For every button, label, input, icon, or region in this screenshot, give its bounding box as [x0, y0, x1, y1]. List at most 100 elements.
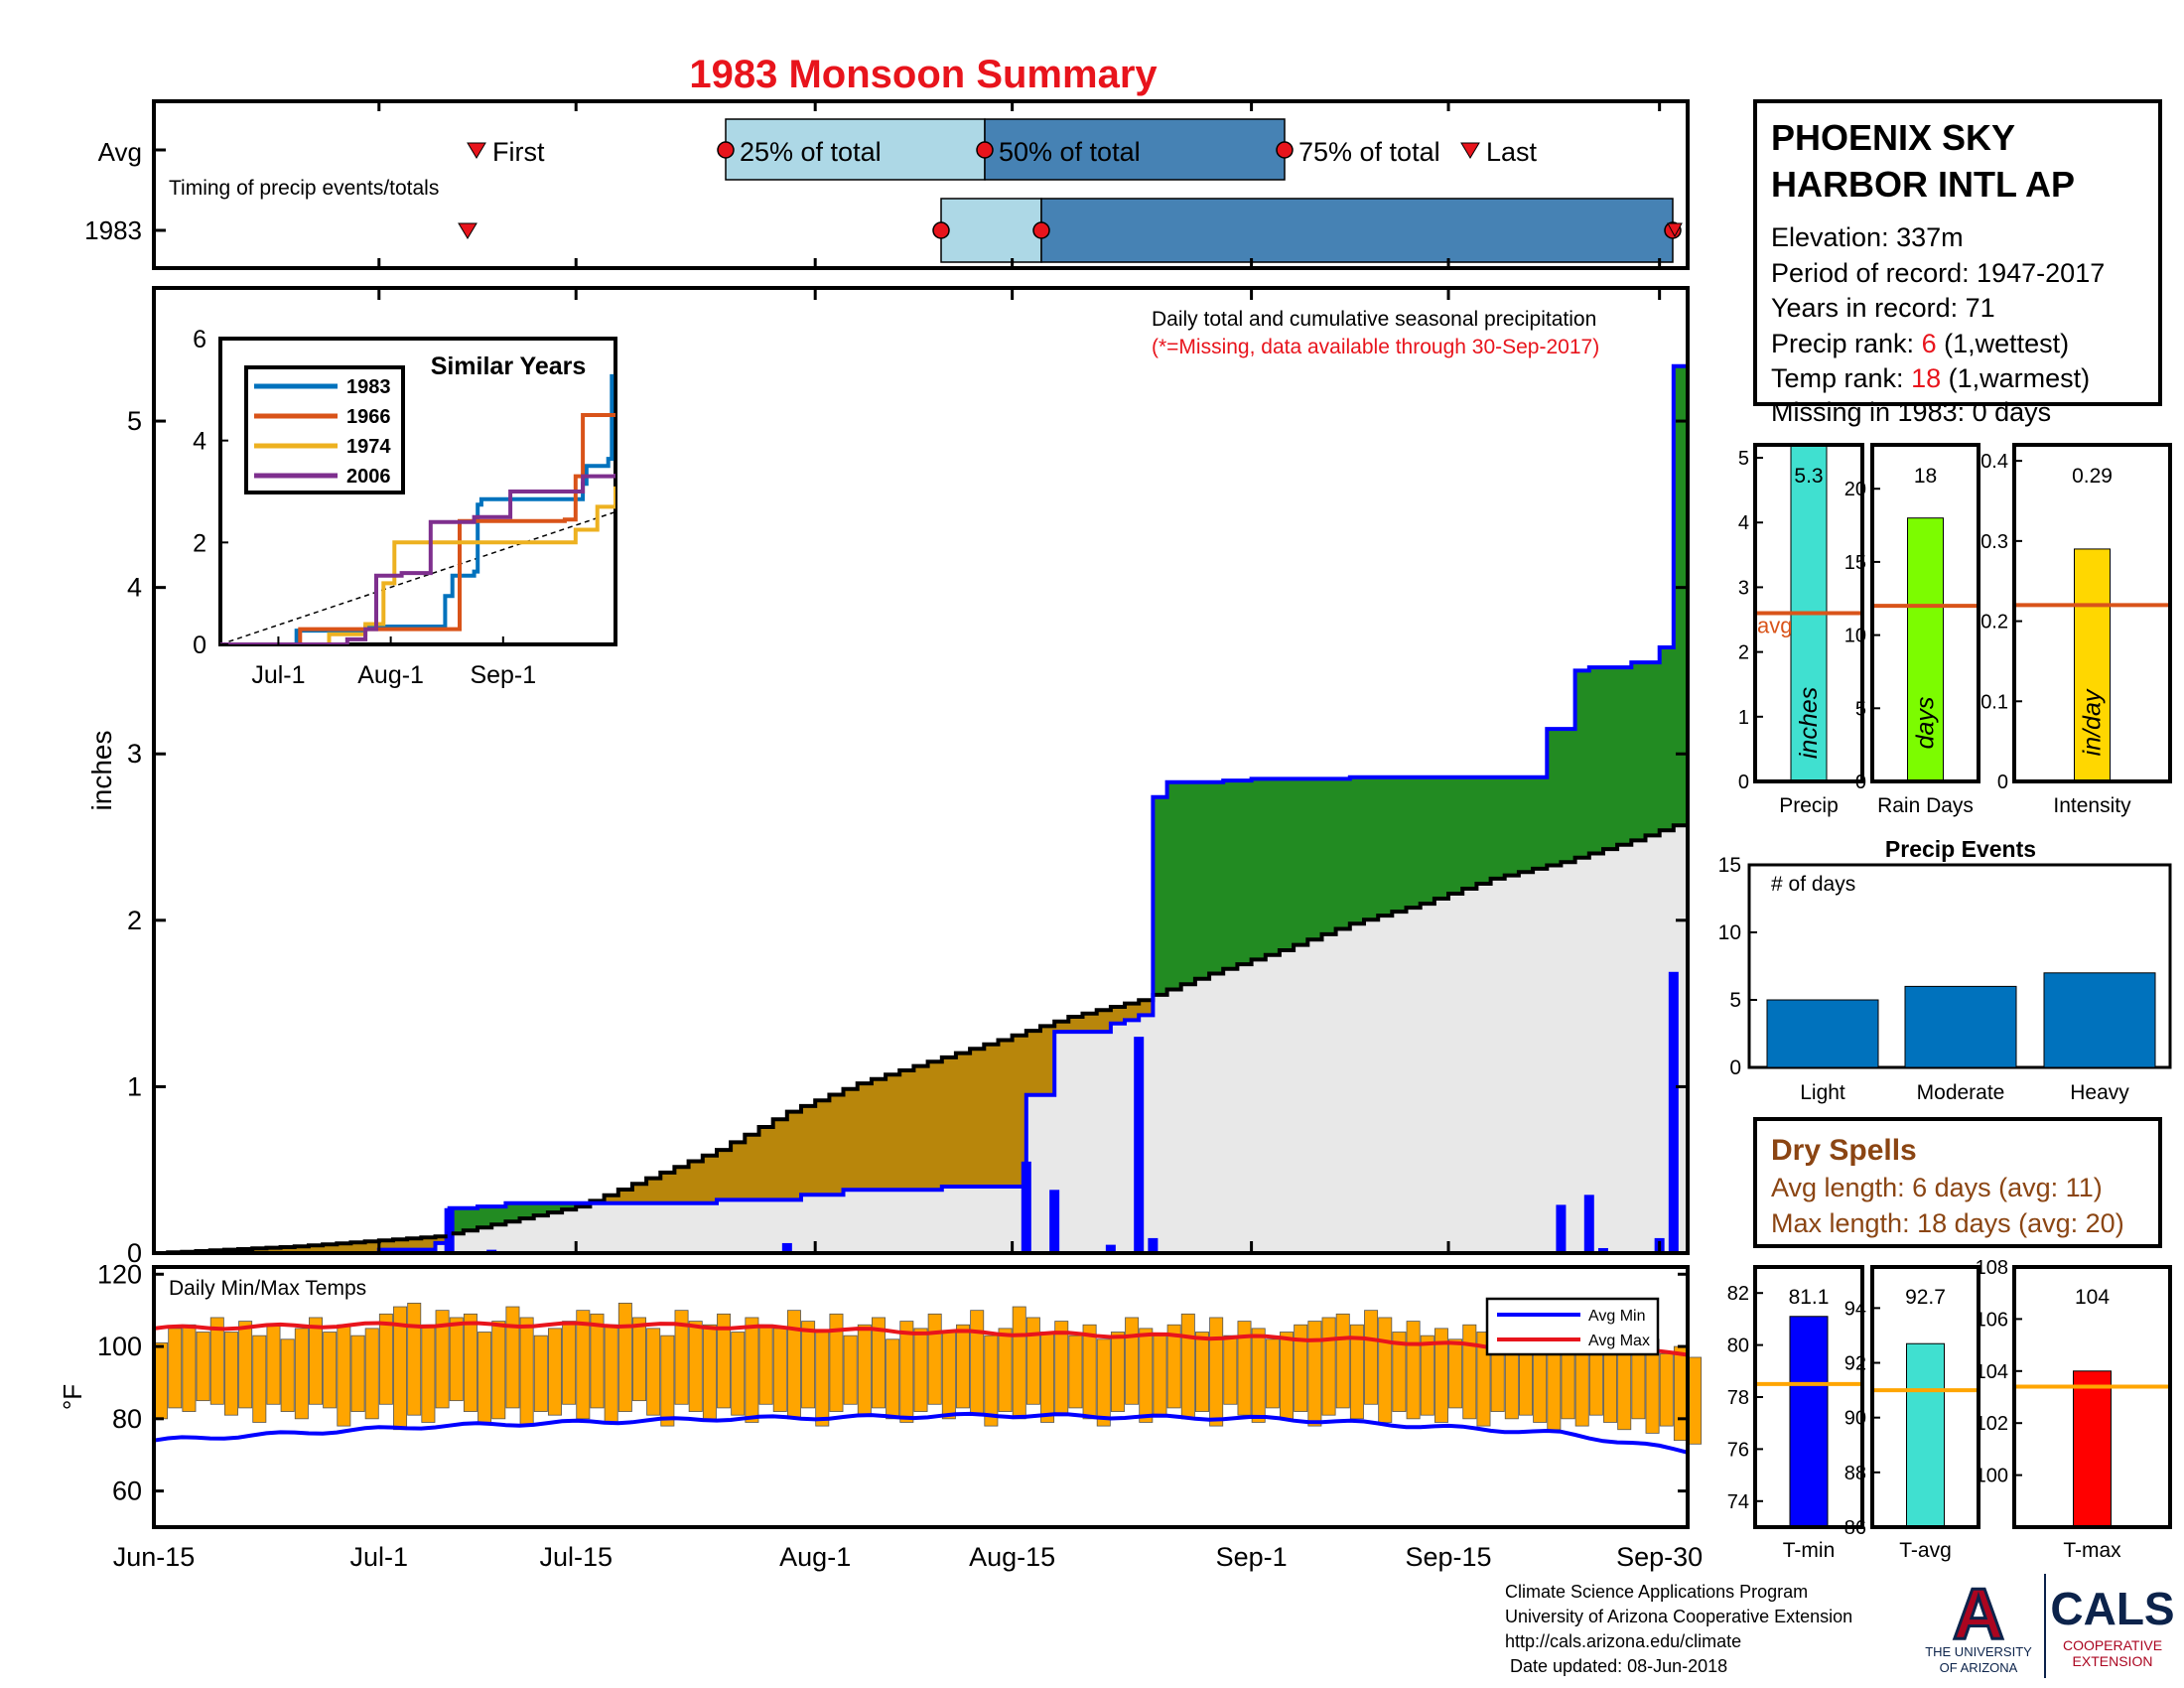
- temp-bar-51: [871, 1317, 886, 1409]
- inset-legend-1983: 1983: [346, 376, 391, 398]
- inset-y-tick-0: 0: [193, 632, 206, 659]
- temp-bar-91: [1433, 1328, 1448, 1423]
- temp-bar-83: [1321, 1317, 1336, 1416]
- temp-bar-69: [1125, 1317, 1140, 1405]
- temp-mini-bars: 74 76 78 80 82 81.1 T-min 86 88 90 92 94 92.7 T-avg 10…: [1727, 1257, 2172, 1562]
- event-label-1: Moderate: [1917, 1081, 2005, 1104]
- avg-25-50-band: [725, 118, 986, 181]
- daily-precip-bar-10: [1597, 1247, 1608, 1253]
- main-y-tick-3: 3: [127, 739, 142, 769]
- main-y-tick-0: 0: [127, 1238, 142, 1268]
- station-elevation: Elevation: 337m: [1771, 222, 1964, 252]
- temp-bar-68: [1110, 1332, 1125, 1412]
- temps-ylabel: °F: [58, 1384, 87, 1410]
- mini-tick-2-2: 0.2: [1980, 612, 2008, 633]
- mini-tick-2-1: 0.1: [1980, 691, 2008, 713]
- temp-bar-27: [533, 1335, 548, 1412]
- avg-25-label: 25% of total: [740, 137, 882, 167]
- avg-last-marker: [1460, 142, 1480, 159]
- main-y-tick-1: 1: [127, 1071, 142, 1101]
- x-tick-label-7: Sep-30: [1616, 1542, 1703, 1572]
- mini-tick-0-0: 0: [1738, 772, 1749, 793]
- temp-y-tick-3: 120: [97, 1259, 142, 1289]
- temp-bar-13: [337, 1324, 351, 1427]
- temp-bar-40: [717, 1313, 732, 1409]
- temp-bar-28: [547, 1328, 562, 1416]
- inset-legend: 1983 1966 1974 2006: [244, 365, 405, 494]
- mini-tick-1-3: 15: [1844, 552, 1866, 574]
- precip-events-panel: Precip Events Light Moderate Heavy 0 5 10 15 #…: [1718, 836, 2172, 1104]
- cals-logo: CALS COOPERATIVE EXTENSION: [2050, 1583, 2174, 1669]
- mini-value-1: 18: [1914, 465, 1937, 488]
- mini-unit-1: days: [1912, 697, 1940, 750]
- temp-summary-bar-2: [2073, 1370, 2112, 1528]
- events-title: Precip Events: [1885, 836, 2036, 862]
- mini-tick-2-3: 0.3: [1980, 531, 2008, 553]
- inset-x-tick-2: Sep-1: [470, 661, 536, 689]
- common-area-fill: [154, 820, 1688, 1253]
- temp-bar-2: [182, 1324, 197, 1412]
- avg-50-75-band: [984, 118, 1286, 181]
- temp-bar-73: [1180, 1313, 1195, 1420]
- temp-bar-75: [1209, 1317, 1224, 1427]
- x-tick-label-5: Sep-1: [1216, 1542, 1288, 1572]
- temp-bar-33: [617, 1302, 632, 1412]
- temp-tick-2-0: 100: [1976, 1466, 2008, 1487]
- footer-line-1: Climate Science Applications Program: [1505, 1582, 1808, 1602]
- temp-bar-102: [1588, 1345, 1603, 1416]
- temp-bar-71: [1153, 1335, 1167, 1416]
- mini-tick-1-2: 10: [1844, 626, 1866, 647]
- temp-bar-53: [899, 1321, 914, 1423]
- temp-bar-62: [1025, 1317, 1040, 1405]
- inset-legend-1966: 1966: [346, 406, 391, 428]
- temp-bar-8: [266, 1324, 281, 1405]
- cals-sub-1: COOPERATIVE: [2063, 1637, 2162, 1653]
- daily-precip-bar-7: [1148, 1237, 1159, 1253]
- event-tick-1: 5: [1729, 989, 1741, 1012]
- mini-tick-0-2: 2: [1738, 642, 1749, 664]
- ua-logo-text-2: OF ARIZONA: [1940, 1660, 2018, 1675]
- temp-bar-23: [478, 1332, 492, 1423]
- temp-bar-37: [674, 1310, 689, 1405]
- footer: Climate Science Applications Program Uni…: [1505, 1574, 2175, 1678]
- temp-bar-89: [1406, 1321, 1421, 1420]
- temp-bar-22: [463, 1313, 478, 1412]
- temp-bar-92: [1448, 1338, 1463, 1409]
- daily-precip-bar-12: [1668, 971, 1679, 1253]
- figure-title: 1983 Monsoon Summary: [689, 53, 1158, 96]
- footer-line-3: http://cals.arizona.edu/climate: [1505, 1631, 1741, 1651]
- daily-precip-bar-5: [1105, 1244, 1116, 1253]
- temp-bar-93: [1462, 1324, 1477, 1420]
- temp-y-tick-0: 60: [112, 1477, 142, 1506]
- daily-precip-bar-6: [1134, 1037, 1145, 1253]
- mini-tick-0-1: 1: [1738, 707, 1749, 729]
- temp-tick-1-1: 88: [1844, 1463, 1866, 1484]
- temp-bar-7: [252, 1335, 267, 1423]
- temp-bar-0: [154, 1342, 169, 1420]
- timing-caption: Timing of precip events/totals: [169, 177, 439, 200]
- main-note-2: (*=Missing, data available through 30-Se…: [1152, 336, 1599, 358]
- station-name-line-2: HARBOR INTL AP: [1771, 164, 2075, 205]
- temp-tick-0-4: 82: [1727, 1283, 1749, 1305]
- inset-legend-2006: 2006: [346, 466, 391, 488]
- mini-tick-1-4: 20: [1844, 479, 1866, 500]
- temp-bar-34: [632, 1317, 647, 1402]
- temp-value-2: 104: [2075, 1286, 2110, 1309]
- temp-bar-88: [1392, 1332, 1407, 1412]
- temp-tick-2-2: 104: [1976, 1361, 2008, 1383]
- temp-tick-1-3: 92: [1844, 1353, 1866, 1375]
- temp-bar-57: [956, 1324, 971, 1409]
- temp-label-1: T-avg: [1899, 1539, 1952, 1562]
- ua-logo-letter: A: [1953, 1575, 2004, 1654]
- temp-bar-87: [1378, 1317, 1393, 1423]
- footer-line-4: Date updated: 08-Jun-2018: [1505, 1656, 1727, 1676]
- event-bar-moderate: [1904, 985, 2017, 1068]
- temp-bar-10: [294, 1328, 309, 1420]
- event-tick-0: 0: [1729, 1056, 1741, 1079]
- y1983-50-marker: [1032, 221, 1050, 239]
- timing-panel: Avg 1983 Timing of precip events/totals …: [84, 99, 1690, 270]
- avg-50-label: 50% of total: [999, 137, 1141, 167]
- y1983-50-75-band: [1040, 198, 1674, 263]
- similar-years-inset: Jul-1 Aug-1 Sep-1 0 2 4 6 Similar Years 1983 1…: [193, 326, 617, 689]
